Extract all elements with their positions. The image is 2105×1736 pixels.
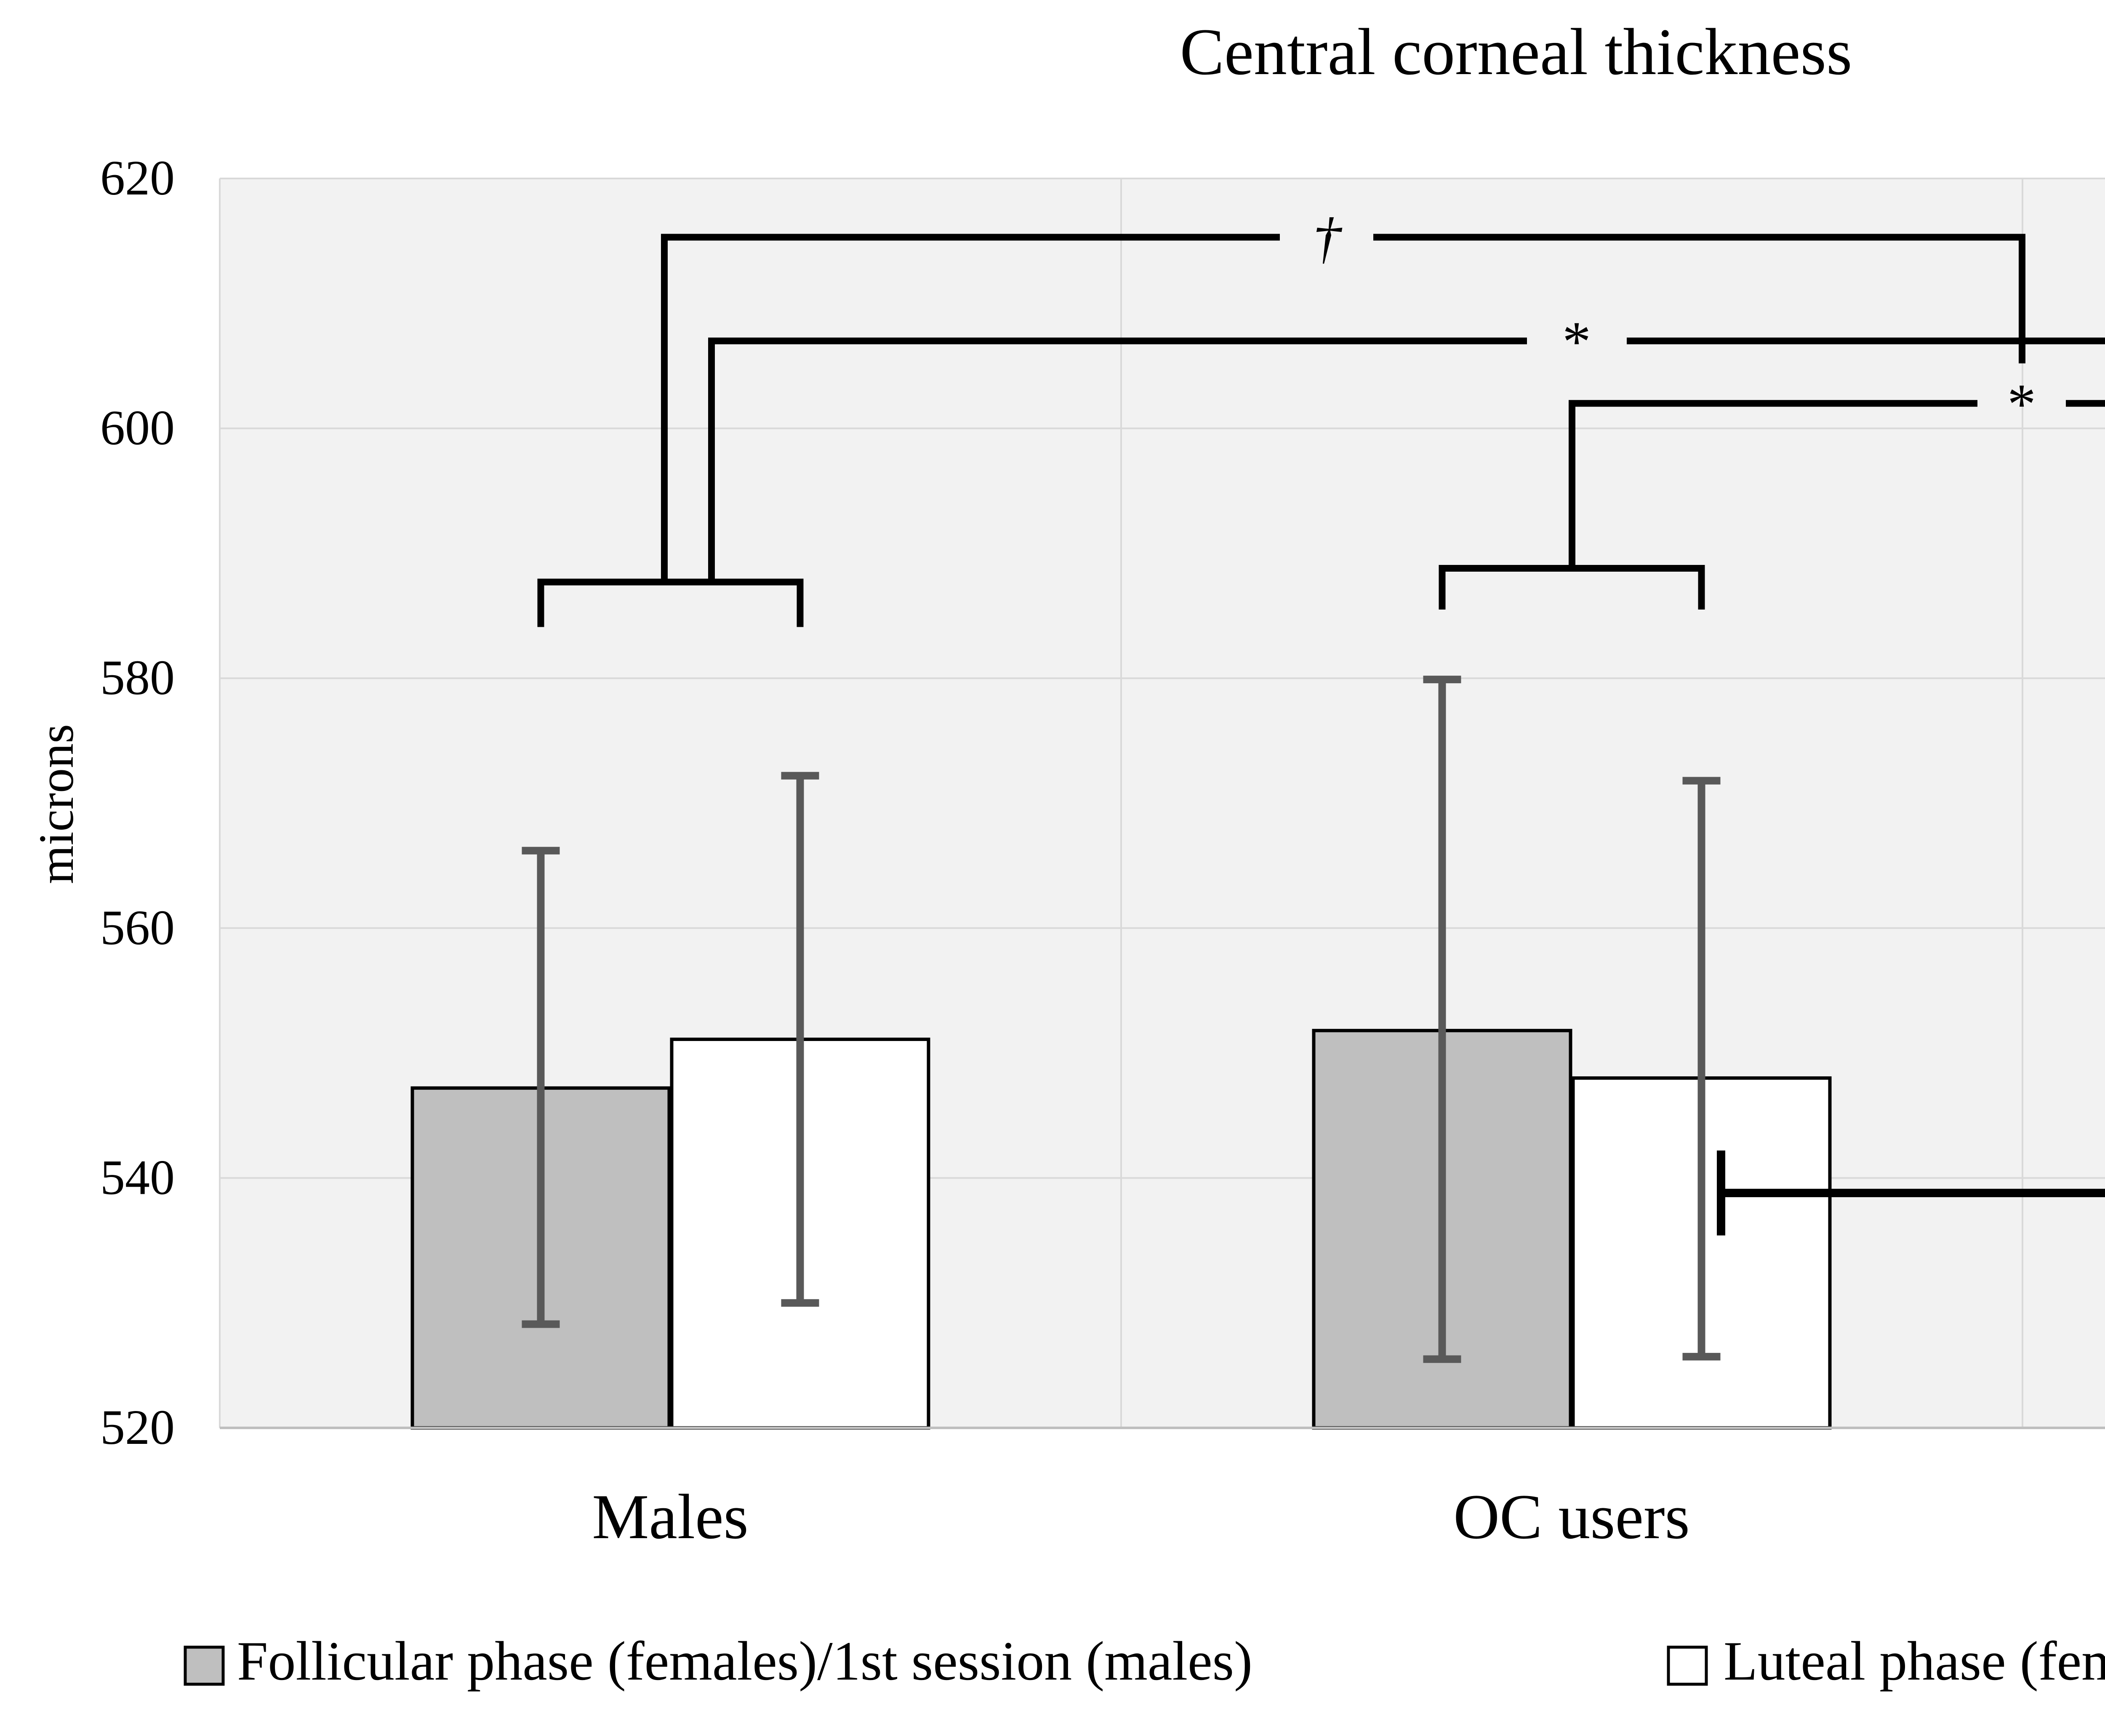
sig-symbol: * [2007, 373, 2036, 436]
chart-title: Central corneal thickness [1180, 15, 1852, 89]
pair-bracket [1439, 565, 1705, 610]
sig-line-left [708, 337, 1527, 582]
y-tick-label: 580 [100, 650, 175, 705]
legend: Follicular phase (females)/1st session (… [184, 1630, 2105, 1692]
y-tick-labels: 620 600 580 560 540 520 [100, 150, 175, 1455]
category-label-males: Males [592, 1481, 748, 1552]
legend-swatch-follicular [184, 1645, 225, 1686]
sig-line-left [661, 234, 1280, 582]
y-tick-label: 520 [100, 1400, 175, 1455]
bars [410, 1029, 1832, 1430]
legend-label-luteal: Luteal phase (females)/2nd session (male… [1724, 1630, 2105, 1692]
error-bars [522, 676, 1721, 1363]
sig-line-left [1569, 400, 1977, 569]
y-tick-label: 560 [100, 900, 175, 955]
sig-line-right [1373, 234, 2025, 364]
significance-annotations: †*** [537, 206, 2105, 1235]
pair-bracket [537, 578, 804, 627]
y-tick-label: 620 [100, 150, 175, 205]
legend-swatch-luteal [1667, 1645, 1708, 1686]
category-label-oc-users: OC users [1453, 1481, 1690, 1552]
y-tick-label: 540 [100, 1150, 175, 1205]
y-tick-label: 600 [100, 400, 175, 455]
sig-line-right [1627, 337, 2105, 344]
y-axis-title: microns [29, 724, 84, 884]
sig-symbol: * [1562, 310, 1591, 373]
legend-label-follicular: Follicular phase (females)/1st session (… [237, 1630, 1252, 1692]
sig-symbol: † [1313, 206, 1343, 269]
